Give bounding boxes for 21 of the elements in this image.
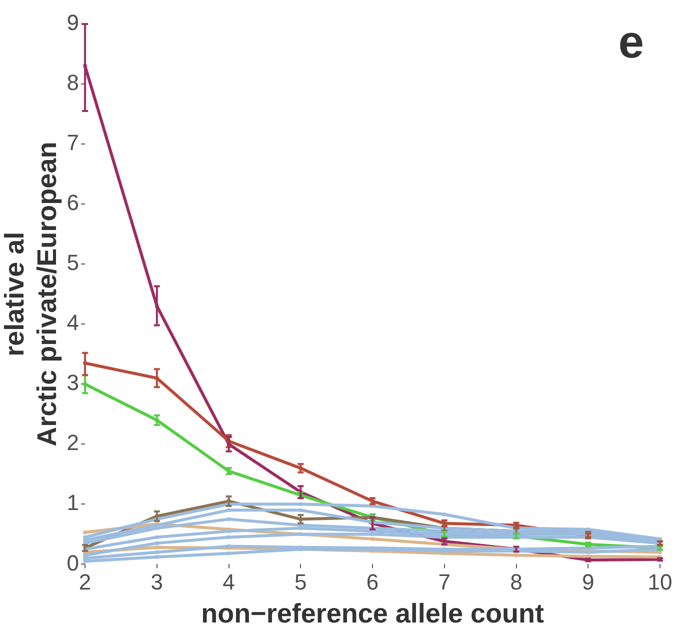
annotation: e xyxy=(618,16,644,68)
y-tick-label: 3 xyxy=(66,370,80,396)
y-tick-label: 9 xyxy=(66,10,80,36)
y-tick-label: 6 xyxy=(66,190,80,216)
x-tick-label: 7 xyxy=(438,569,451,594)
y-tick-label: 7 xyxy=(66,130,80,156)
x-tick-label: 5 xyxy=(294,569,307,594)
y-tick-label: 5 xyxy=(66,250,80,276)
x-tick-label: 9 xyxy=(582,569,594,594)
x-tick-label: 10 xyxy=(648,569,672,594)
x-axis-title: non−reference allele count xyxy=(201,598,544,628)
y-tick-label: 8 xyxy=(66,70,80,96)
y-axis-title: relative al Arctic private/European xyxy=(0,142,62,446)
y-tick-label: 2 xyxy=(66,430,80,456)
x-tick-label: 6 xyxy=(366,569,379,594)
x-tick-label: 8 xyxy=(510,569,522,594)
x-tick-label: 4 xyxy=(222,569,235,594)
y-tick-label: 4 xyxy=(66,310,80,336)
y-tick-label: 1 xyxy=(66,490,80,516)
x-tick-label: 3 xyxy=(150,569,164,594)
y-tick-label: 0 xyxy=(66,550,80,576)
